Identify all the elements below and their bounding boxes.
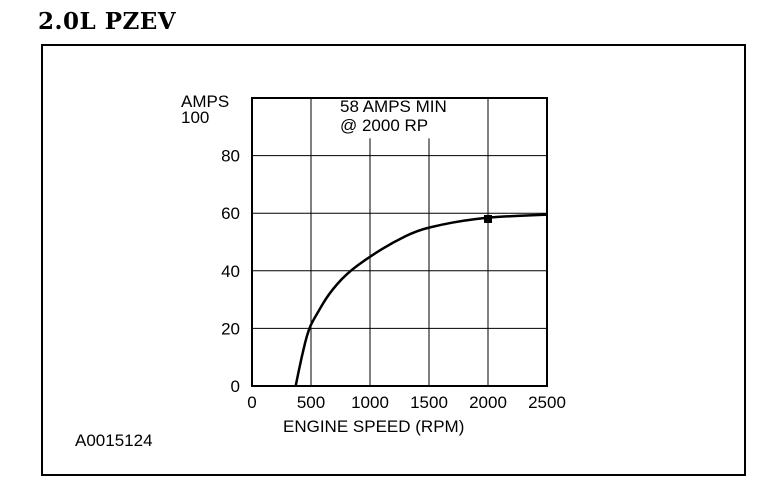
y-tick-label: 40 [221, 262, 240, 281]
plot-border [251, 97, 548, 387]
min-amps-marker [484, 214, 492, 223]
figure-id: A0015124 [75, 431, 153, 450]
x-axis-label: ENGINE SPEED (RPM) [283, 417, 464, 436]
x-tick-label: 2000 [469, 393, 507, 412]
annotation-line-1: 58 AMPS MIN [340, 97, 447, 116]
figure-frame: 0 500 1000 1500 2000 2500 0 20 40 60 80 100 AMPS EN… [41, 44, 746, 476]
x-tick-label: 1000 [351, 393, 389, 412]
y-tick-label: 20 [221, 319, 240, 338]
y-tick-label: 0 [231, 377, 240, 396]
x-tick-label: 500 [297, 393, 325, 412]
alternator-output-chart: 0 500 1000 1500 2000 2500 0 20 40 60 80 100 AMPS EN… [75, 92, 566, 450]
page-title: 2.0L PZEV [38, 8, 177, 35]
x-tick-label: 0 [247, 393, 256, 412]
series [294, 213, 548, 387]
y-tick-label: 80 [221, 147, 240, 166]
grid [251, 97, 548, 387]
y-tick-label: 100 [181, 108, 209, 127]
y-axis-label: AMPS [181, 92, 229, 111]
series-line-0 [294, 213, 548, 387]
x-tick-label: 1500 [410, 393, 448, 412]
annotation-line-2: @ 2000 RP [340, 116, 428, 135]
x-tick-label: 2500 [528, 393, 566, 412]
y-tick-label: 60 [221, 204, 240, 223]
tick-labels: 0 500 1000 1500 2000 2500 0 20 40 60 80 100 [181, 108, 566, 412]
